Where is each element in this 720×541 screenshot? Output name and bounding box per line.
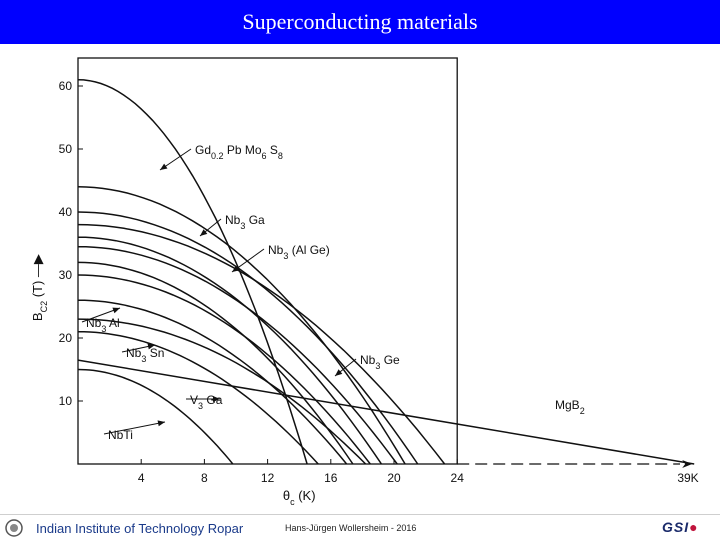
- label-gd0-2-pb-mo6-s8-arrowhead: [160, 163, 168, 170]
- series-unlabeled-8-line: [77, 211, 419, 465]
- x-tick-label: 12: [261, 471, 275, 485]
- label-nb3-al-ge-: Nb3 (Al Ge): [268, 243, 330, 261]
- x-tick-label: 20: [387, 471, 401, 485]
- y-tick-label: 40: [59, 205, 73, 219]
- series-unlabeled-11-line: [77, 299, 348, 465]
- label-nb3-al-arrowhead: [112, 307, 120, 314]
- y-tick-label: 20: [59, 331, 73, 345]
- x-tick-label: 16: [324, 471, 338, 485]
- plot-frame: [77, 57, 458, 465]
- y-tick-label: 60: [59, 79, 73, 93]
- y-tick-label: 10: [59, 394, 73, 408]
- label-gd0-2-pb-mo6-s8: Gd0.2 Pb Mo6 S8: [195, 143, 283, 161]
- series-unlabeled-10-line: [77, 261, 354, 465]
- label-nbti-pointer: [103, 421, 166, 435]
- label-nbti: NbTi: [108, 428, 133, 442]
- footer-institute: Indian Institute of Technology Ropar: [36, 521, 244, 536]
- series-unlabeled-9-line: [77, 236, 383, 465]
- label-nb3-ge-arrowhead: [335, 369, 343, 376]
- series-nb3-al-ge--line: [77, 186, 406, 465]
- label-nbti-arrowhead: [157, 420, 165, 427]
- label-nb3-sn-arrowhead: [147, 343, 155, 350]
- series-nb3-al-line: [77, 274, 371, 465]
- series-nb3-ga-line: [77, 245, 398, 465]
- y-tick-label: 30: [59, 268, 73, 282]
- mgb2-arrowhead: [682, 460, 693, 468]
- footer-author: Hans-Jürgen Wollersheim - 2016: [285, 523, 417, 533]
- slide-footer: Indian Institute of Technology Ropar Han…: [0, 514, 720, 541]
- label-nb3-ga-arrowhead: [200, 229, 208, 236]
- x-tick-label-39k: 39K: [677, 471, 698, 485]
- label-mgb2: MgB2: [555, 398, 585, 416]
- x-axis-label: θc (K): [283, 488, 316, 507]
- label-v3-ga: V3 Ga: [190, 393, 223, 411]
- series-nb3-sn-line: [77, 318, 367, 465]
- x-tick-label: 8: [201, 471, 208, 485]
- label-nb3-al-ge--arrowhead: [232, 265, 240, 272]
- gsi-logo-icon: GSI●: [662, 519, 699, 535]
- y-axis-label: BC2 (T) —▶: [30, 254, 49, 321]
- bc2-vs-tc-chart: 39K 4 8 12 16 20 24 10 20 30 40 50 60 θc (K) BC2 (T) —…: [30, 57, 699, 507]
- slide-title: Superconducting materials: [0, 0, 720, 44]
- x-tick-label: 24: [451, 471, 465, 485]
- institute-logo-icon: [5, 519, 23, 537]
- x-tick-label: 4: [138, 471, 145, 485]
- y-tick-label: 50: [59, 142, 73, 156]
- series-mgb2-line: [77, 359, 695, 465]
- label-nb3-sn: Nb3 Sn: [126, 346, 164, 364]
- label-nb3-ge: Nb3 Ge: [360, 353, 400, 371]
- series-nbti-line: [77, 368, 234, 465]
- series-gd0-2-pb-mo6-s8-line: [77, 78, 308, 465]
- label-v3-ga-arrowhead: [213, 396, 220, 402]
- label-nb3-ga: Nb3 Ga: [225, 213, 265, 231]
- series-v3-ga-line: [77, 330, 319, 465]
